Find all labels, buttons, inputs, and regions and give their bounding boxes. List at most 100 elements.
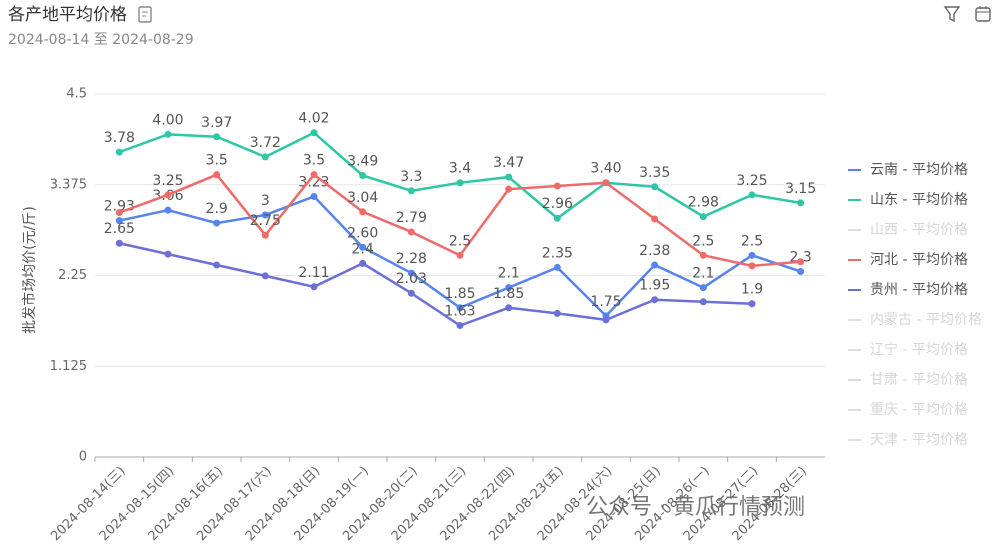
data-label: 2.9 [206, 201, 228, 217]
data-point [115, 209, 123, 217]
data-point [456, 304, 464, 312]
data-label: 2.5 [692, 233, 714, 249]
legend-label: 重庆 - 平均价格 [870, 402, 968, 418]
data-point [213, 261, 221, 269]
data-label: 2.98 [688, 195, 719, 211]
data-point [261, 211, 269, 219]
legend-item[interactable]: 甘肃 - 平均价格 [848, 372, 968, 388]
legend-label: 山东 - 平均价格 [870, 192, 968, 208]
data-point [359, 208, 367, 216]
y-tick-label: 4.5 [66, 87, 87, 102]
data-point [310, 171, 318, 179]
data-point [748, 262, 756, 270]
data-label: 2.65 [104, 221, 135, 237]
legend-item[interactable]: 重庆 - 平均价格 [848, 402, 968, 418]
data-point [699, 284, 707, 292]
edit-icon[interactable] [138, 6, 152, 23]
data-label: 2.38 [639, 243, 670, 259]
legend-item[interactable]: 山东 - 平均价格 [848, 192, 968, 208]
data-label: 1.85 [444, 286, 475, 302]
data-label: 3.3 [400, 169, 422, 185]
legend-item[interactable]: 天津 - 平均价格 [848, 432, 968, 448]
data-point [456, 322, 464, 330]
data-point [505, 284, 513, 292]
data-point [164, 191, 172, 199]
y-axis-label: 批发市场均价(元/斤) [21, 206, 38, 334]
data-label: 2.1 [692, 266, 714, 282]
data-point [651, 296, 659, 304]
data-label: 2.5 [449, 233, 471, 249]
legend-label: 云南 - 平均价格 [870, 162, 968, 178]
data-point [505, 304, 513, 312]
data-point [553, 182, 561, 190]
data-point [748, 251, 756, 259]
data-label: 3 [261, 193, 270, 209]
data-label: 3.40 [590, 161, 621, 177]
data-label: 3.35 [639, 165, 670, 181]
legend-item[interactable]: 山西 - 平均价格 [848, 222, 968, 238]
legend-label: 辽宁 - 平均价格 [870, 341, 968, 358]
data-point [748, 191, 756, 199]
data-point [359, 259, 367, 267]
data-point [651, 215, 659, 223]
y-tick-label: 2.25 [58, 268, 87, 283]
data-point [456, 251, 464, 259]
y-tick-label: 3.375 [50, 177, 87, 192]
data-point [164, 206, 172, 214]
data-label: 3.15 [785, 181, 816, 197]
data-label: 3.47 [493, 155, 524, 171]
data-point [261, 153, 269, 161]
data-label: 2.03 [396, 271, 427, 287]
calendar-icon[interactable] [975, 6, 991, 22]
data-point [407, 289, 415, 297]
data-label: 3.25 [152, 173, 183, 189]
data-point [115, 217, 123, 225]
chart-title: 各产地平均价格 [8, 5, 127, 25]
legend-label: 天津 - 平均价格 [870, 432, 968, 448]
y-tick-label: 1.125 [50, 359, 87, 374]
data-label: 4.02 [298, 111, 329, 127]
data-label: 4.00 [152, 112, 183, 128]
y-tick-label: 0 [79, 450, 87, 465]
data-point [115, 239, 123, 247]
data-point [699, 251, 707, 259]
legend-label: 河北 - 平均价格 [870, 252, 968, 268]
data-label: 2.60 [347, 225, 378, 241]
data-point [261, 231, 269, 239]
data-label: 2.4 [352, 241, 374, 257]
legend-item[interactable]: 云南 - 平均价格 [848, 162, 968, 178]
data-label: 2.96 [542, 196, 573, 212]
data-point [359, 171, 367, 179]
legend-item[interactable]: 内蒙古 - 平均价格 [848, 312, 982, 328]
data-point [602, 179, 610, 187]
data-point [553, 309, 561, 317]
data-label: 1.63 [444, 304, 475, 320]
data-point [797, 199, 805, 207]
data-label: 2.35 [542, 245, 573, 261]
legend-item[interactable]: 河北 - 平均价格 [848, 252, 968, 268]
data-point [651, 183, 659, 191]
data-point [797, 258, 805, 266]
data-point [602, 316, 610, 324]
data-point [359, 243, 367, 251]
data-label: 3.72 [250, 135, 281, 151]
data-point [213, 171, 221, 179]
data-point [310, 129, 318, 137]
data-point [505, 185, 513, 193]
data-label: 3.4 [449, 161, 471, 177]
filter-icon[interactable] [943, 6, 961, 23]
data-point [213, 133, 221, 141]
data-label: 2.28 [396, 251, 427, 267]
data-label: 2.5 [741, 233, 763, 249]
data-point [456, 179, 464, 187]
data-point [115, 148, 123, 156]
legend-item[interactable]: 辽宁 - 平均价格 [848, 341, 968, 358]
data-point [699, 298, 707, 306]
legend-item[interactable]: 贵州 - 平均价格 [848, 282, 968, 298]
legend-label: 贵州 - 平均价格 [870, 282, 968, 298]
legend-label: 山西 - 平均价格 [870, 222, 968, 238]
data-label: 1.85 [493, 286, 524, 302]
data-label: 3.78 [104, 130, 135, 146]
data-point [651, 261, 659, 269]
